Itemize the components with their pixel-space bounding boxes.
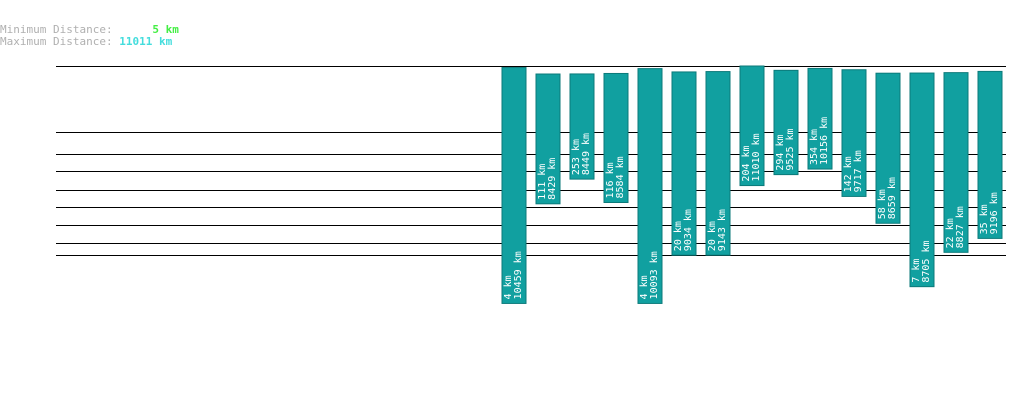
- bar-min-label: 116 km: [605, 162, 616, 198]
- bar-max-label: 8584 km: [615, 156, 626, 198]
- bar-max-label: 9034 km: [683, 209, 694, 251]
- bar-min-label: 253 km: [571, 139, 582, 175]
- range-bar: [671, 71, 697, 256]
- bar-min-label: 111 km: [537, 164, 548, 200]
- bar-min-label: 294 km: [775, 134, 786, 170]
- range-bar: [739, 65, 765, 187]
- bar-min-label: 4 km: [639, 275, 650, 299]
- range-bar: [535, 73, 561, 205]
- range-bar: [943, 72, 969, 253]
- bar-min-label: 20 km: [673, 221, 684, 251]
- bar-max-label: 8659 km: [887, 177, 898, 219]
- range-bar: [977, 70, 1003, 239]
- distance-stats: Minimum Distance: 5 km Maximum Distance:…: [0, 24, 179, 48]
- bar-min-label: 58 km: [877, 189, 888, 219]
- range-bar: [773, 69, 799, 176]
- min-distance-label: Minimum Distance:: [0, 23, 113, 36]
- bar-min-label: 4 km: [503, 275, 514, 299]
- max-distance-label: Maximum Distance:: [0, 35, 113, 48]
- bar-min-label: 354 km: [809, 129, 820, 165]
- bar-max-label: 8429 km: [547, 158, 558, 200]
- bar-max-label: 9717 km: [853, 150, 864, 192]
- bar-min-label: 20 km: [707, 221, 718, 251]
- bar-min-label: 22 km: [945, 218, 956, 248]
- bar-min-label: 204 km: [741, 145, 752, 181]
- bar-min-label: 142 km: [843, 156, 854, 192]
- range-bar: [841, 69, 867, 197]
- bar-max-label: 11010 km: [751, 133, 762, 181]
- max-distance-value: 11011 km: [119, 35, 173, 48]
- bar-max-label: 10093 km: [649, 251, 660, 299]
- min-distance-value: 5 km: [152, 23, 179, 36]
- bar-max-label: 8827 km: [955, 206, 966, 248]
- bar-min-label: 7 km: [911, 259, 922, 283]
- range-bar: [637, 68, 663, 304]
- bar-max-label: 10156 km: [819, 117, 830, 165]
- range-bar: [705, 71, 731, 256]
- range-bar: [909, 72, 935, 288]
- bar-max-label: 8705 km: [921, 241, 932, 283]
- range-bar: [569, 73, 595, 180]
- bar-max-label: 9196 km: [989, 192, 1000, 234]
- range-bar: [501, 67, 527, 304]
- range-bar: [875, 72, 901, 224]
- range-bar: [807, 67, 833, 170]
- bar-max-label: 8449 km: [581, 133, 592, 175]
- bar-max-label: 10459 km: [513, 251, 524, 299]
- bar-max-label: 9525 km: [785, 128, 796, 170]
- bar-min-label: 35 km: [979, 204, 990, 234]
- bar-max-label: 9143 km: [717, 209, 728, 251]
- range-bar: [603, 72, 629, 203]
